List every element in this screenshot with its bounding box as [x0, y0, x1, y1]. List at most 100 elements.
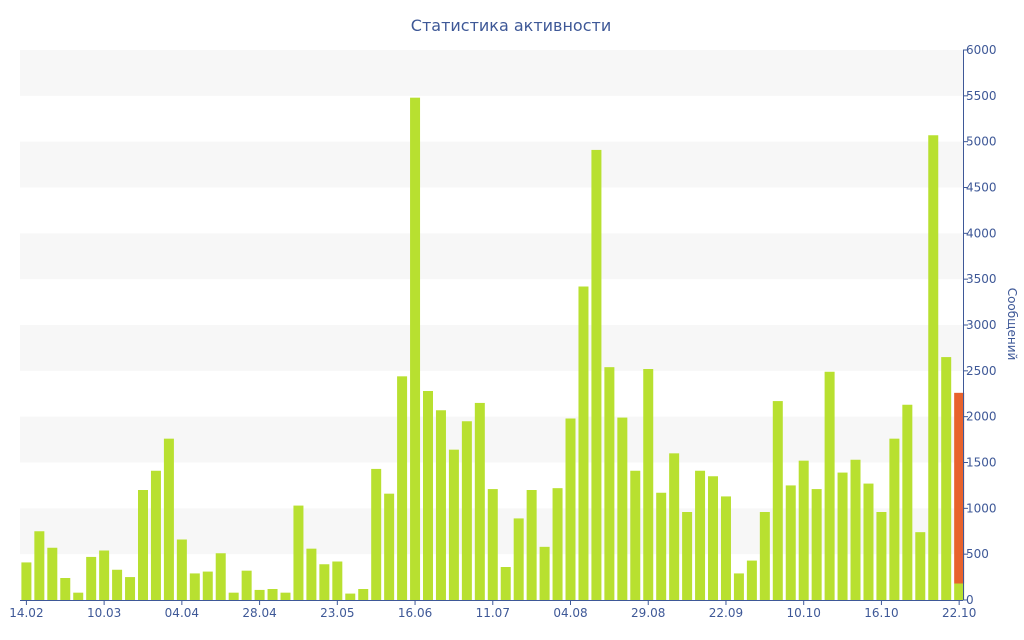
- bar: [73, 592, 84, 600]
- y-tick-label: 2500: [966, 364, 997, 378]
- grid-band: [20, 416, 963, 463]
- bar: [34, 531, 45, 600]
- y-tick-label: 1000: [966, 501, 997, 515]
- bar: [552, 488, 563, 600]
- bar: [99, 550, 110, 600]
- bar: [435, 410, 446, 600]
- bar: [604, 367, 615, 600]
- bar: [358, 589, 369, 600]
- bar: [189, 573, 200, 600]
- bar: [915, 532, 926, 600]
- x-tick-label: 16.06: [398, 606, 432, 620]
- bar: [837, 472, 848, 600]
- x-tick-label: 10.03: [87, 606, 121, 620]
- y-tick-label: 3500: [966, 272, 997, 286]
- bar: [759, 512, 770, 600]
- bar: [954, 583, 965, 600]
- bar: [228, 592, 239, 600]
- x-tick-label: 04.08: [553, 606, 587, 620]
- bar: [86, 556, 97, 600]
- bar: [617, 417, 628, 600]
- bar: [682, 512, 693, 600]
- bar: [345, 593, 356, 600]
- x-tick-label: 04.04: [165, 606, 199, 620]
- bar: [539, 546, 550, 600]
- x-tick-label: 14.02: [9, 606, 43, 620]
- bar: [138, 490, 148, 600]
- x-tick-label: 16.10: [864, 606, 898, 620]
- x-tick-label: 22.10: [942, 606, 976, 620]
- bar: [112, 569, 123, 600]
- bar: [47, 547, 58, 600]
- grid-band: [20, 233, 963, 280]
- bar: [824, 371, 835, 600]
- bar: [513, 518, 524, 600]
- bar: [267, 589, 278, 600]
- y-axis-label: Сообщений: [1005, 288, 1019, 361]
- x-tick-label: 29.08: [631, 606, 665, 620]
- bar: [811, 489, 822, 600]
- grid-band: [20, 50, 963, 96]
- bar: [928, 135, 939, 600]
- bar: [708, 476, 719, 600]
- bar: [876, 512, 887, 600]
- grid-bands: [20, 50, 963, 555]
- bar: [720, 496, 731, 600]
- bar: [293, 505, 304, 600]
- x-tick-label: 22.09: [709, 606, 743, 620]
- bar: [60, 578, 71, 600]
- bar: [487, 489, 498, 600]
- x-tick-label: 28.04: [242, 606, 276, 620]
- bar-highlight: [954, 392, 965, 584]
- y-tick-label: 500: [966, 547, 989, 561]
- bar: [941, 357, 952, 600]
- bar: [630, 470, 641, 600]
- bar: [423, 391, 433, 600]
- y-tick-label: 5000: [966, 135, 997, 149]
- x-tick-label: 11.07: [476, 606, 510, 620]
- y-tick-label: 4000: [966, 226, 997, 240]
- bar: [125, 577, 136, 600]
- bar: [306, 548, 317, 600]
- y-tick-label: 1500: [966, 456, 997, 470]
- y-tick-label: 3000: [966, 318, 997, 332]
- x-axis: 14.02 10.03 04.04 28.04 23.05 16.06 11.07 04.08…: [9, 600, 976, 620]
- grid-band: [20, 325, 963, 371]
- bar: [163, 438, 174, 600]
- bar: [202, 571, 213, 600]
- chart-title: Статистика активности: [411, 16, 611, 35]
- bar: [526, 490, 537, 600]
- bar: [785, 485, 796, 600]
- bar: [902, 404, 913, 600]
- bar: [21, 562, 32, 600]
- bar: [643, 369, 654, 600]
- bar: [150, 470, 161, 600]
- bar: [863, 483, 874, 600]
- bar: [746, 560, 757, 600]
- bar: [695, 470, 706, 600]
- y-axis: 0 500 1000 1500 2000 2500 3000 3500 4000 4500 5000…: [963, 43, 997, 607]
- bar: [591, 149, 602, 601]
- bar: [371, 468, 382, 600]
- bar: [565, 418, 576, 600]
- bar: [798, 460, 809, 600]
- bar: [176, 539, 187, 600]
- bar: [448, 449, 459, 600]
- bar: [500, 567, 511, 600]
- bar: [656, 492, 667, 600]
- bars-group: [21, 97, 965, 601]
- y-tick-label: 0: [966, 593, 974, 607]
- grid-band: [20, 141, 963, 188]
- bar: [280, 592, 291, 600]
- bar: [578, 286, 589, 600]
- bar: [332, 561, 343, 600]
- bar: [461, 421, 472, 600]
- x-tick-label: 23.05: [320, 606, 354, 620]
- bar: [733, 573, 744, 600]
- bar: [889, 438, 900, 600]
- bar: [410, 97, 421, 601]
- bar: [384, 493, 395, 600]
- bar: [254, 589, 265, 600]
- bar: [669, 453, 680, 600]
